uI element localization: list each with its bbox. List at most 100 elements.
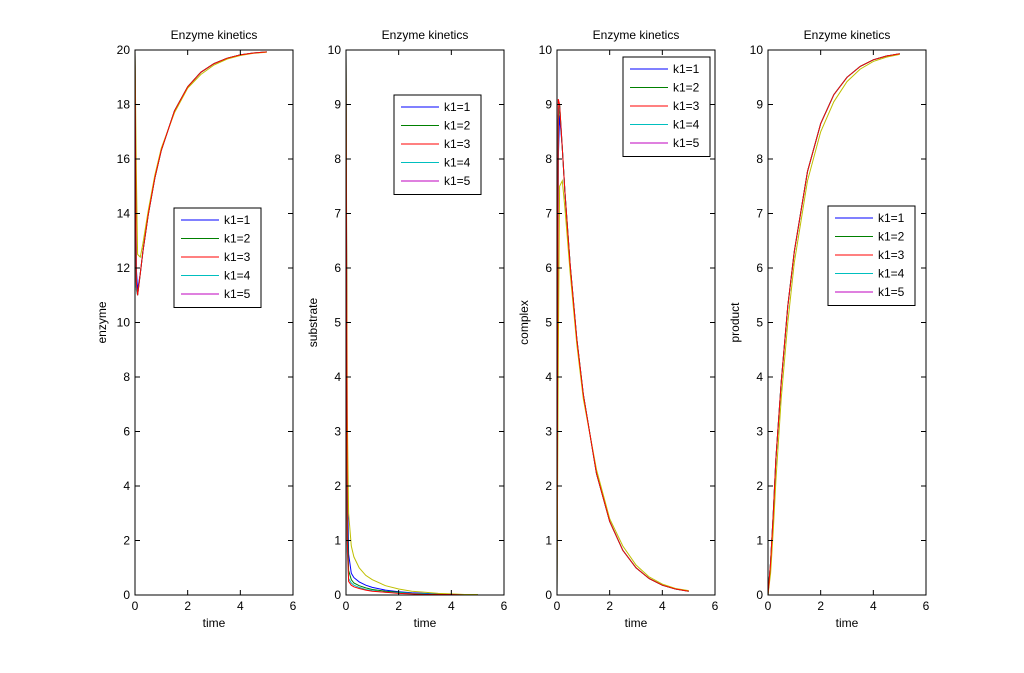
y-tick-label: 6 xyxy=(123,425,130,439)
x-tick-label: 4 xyxy=(448,599,455,613)
y-tick-label: 0 xyxy=(123,588,130,602)
y-tick-label: 16 xyxy=(117,152,131,166)
x-tick-label: 4 xyxy=(237,599,244,613)
legend: k1=1 k1=2 k1=3 k1=4 k1=5 xyxy=(827,205,916,306)
y-tick-label: 8 xyxy=(334,152,341,166)
series-line-k1-3 xyxy=(135,50,267,296)
y-tick-label: 8 xyxy=(756,152,763,166)
chart-title: Enzyme kinetics xyxy=(804,28,891,42)
subplot-3: 0 2 4 6 0 1 2 3 4 5 6 7 8 9 10 Enzyme kinetics time compl… xyxy=(517,28,719,630)
legend: k1=1 k1=2 k1=3 k1=4 k1=5 xyxy=(622,56,711,157)
legend-label: k1=3 xyxy=(878,248,905,262)
y-tick-label: 2 xyxy=(123,534,130,548)
x-axis-label: time xyxy=(414,616,437,630)
subplot-2: 0 2 4 6 0 1 2 3 4 5 6 7 8 9 10 Enzyme kinetics time subst… xyxy=(306,28,508,630)
x-tick-label: 0 xyxy=(132,599,139,613)
y-axis-label: enzyme xyxy=(95,301,109,343)
legend-box xyxy=(173,207,262,308)
y-tick-label: 0 xyxy=(334,588,341,602)
x-tick-label: 2 xyxy=(184,599,191,613)
y-tick-label: 14 xyxy=(117,207,131,221)
y-tick-label: 6 xyxy=(334,261,341,275)
legend-label: k1=1 xyxy=(673,62,700,76)
y-tick-label: 5 xyxy=(545,316,552,330)
y-tick-label: 20 xyxy=(117,43,131,57)
y-tick-label: 8 xyxy=(123,370,130,384)
y-tick-label: 3 xyxy=(756,425,763,439)
legend-box xyxy=(622,56,711,157)
x-tick-label: 4 xyxy=(659,599,666,613)
y-tick-label: 0 xyxy=(756,588,763,602)
series-line-k1-3 xyxy=(768,53,900,595)
x-tick-label: 0 xyxy=(765,599,772,613)
legend-label: k1=2 xyxy=(224,232,251,246)
y-axis-label: product xyxy=(728,302,742,343)
y-tick-label: 9 xyxy=(756,98,763,112)
y-axis-label: complex xyxy=(517,300,531,345)
legend-label: k1=1 xyxy=(444,100,471,114)
series-line-unlabeled xyxy=(557,178,689,595)
series-line-k1-1 xyxy=(557,115,689,595)
legend-label: k1=2 xyxy=(878,230,905,244)
y-tick-label: 7 xyxy=(756,207,763,221)
series-line-k1-4 xyxy=(557,104,689,595)
y-tick-label: 7 xyxy=(545,207,552,221)
x-tick-label: 2 xyxy=(606,599,613,613)
y-tick-label: 10 xyxy=(117,316,131,330)
y-tick-label: 6 xyxy=(756,261,763,275)
legend-label: k1=4 xyxy=(878,267,905,281)
y-tick-label: 2 xyxy=(334,479,341,493)
legend-label: k1=5 xyxy=(224,287,251,301)
series-line-unlabeled xyxy=(346,50,478,595)
y-tick-label: 12 xyxy=(117,261,131,275)
legend-label: k1=5 xyxy=(444,174,471,188)
y-tick-label: 2 xyxy=(756,479,763,493)
x-tick-label: 6 xyxy=(501,599,508,613)
x-tick-label: 6 xyxy=(712,599,719,613)
axes-box xyxy=(767,49,927,596)
series-line-unlabeled xyxy=(768,53,900,595)
x-tick-label: 2 xyxy=(395,599,402,613)
chart-title: Enzyme kinetics xyxy=(171,28,258,42)
y-tick-label: 5 xyxy=(334,316,341,330)
legend-label: k1=4 xyxy=(444,156,471,170)
legend-label: k1=1 xyxy=(224,213,251,227)
legend-label: k1=2 xyxy=(444,119,471,133)
y-tick-label: 18 xyxy=(117,98,131,112)
y-tick-label: 2 xyxy=(545,479,552,493)
legend-label: k1=2 xyxy=(673,81,700,95)
legend-label: k1=4 xyxy=(224,269,251,283)
legend-label: k1=5 xyxy=(673,136,700,150)
legend-label: k1=3 xyxy=(673,99,700,113)
y-tick-label: 6 xyxy=(545,261,552,275)
legend-label: k1=3 xyxy=(224,250,251,264)
y-tick-label: 1 xyxy=(545,534,552,548)
x-tick-label: 6 xyxy=(923,599,930,613)
legend-box xyxy=(827,205,916,306)
axes-box xyxy=(134,49,294,596)
x-tick-label: 0 xyxy=(343,599,350,613)
legend-label: k1=5 xyxy=(878,285,905,299)
y-tick-label: 10 xyxy=(750,43,764,57)
series-line-k1-2 xyxy=(557,104,689,595)
x-axis-label: time xyxy=(625,616,648,630)
x-tick-label: 6 xyxy=(290,599,297,613)
legend-label: k1=1 xyxy=(878,211,905,225)
y-tick-label: 4 xyxy=(545,370,552,384)
chart-title: Enzyme kinetics xyxy=(593,28,680,42)
legend-label: k1=3 xyxy=(444,137,471,151)
y-tick-label: 8 xyxy=(545,152,552,166)
y-tick-label: 3 xyxy=(334,425,341,439)
y-tick-label: 4 xyxy=(756,370,763,384)
y-axis-label: substrate xyxy=(306,297,320,347)
subplot-4: 0 2 4 6 0 1 2 3 4 5 6 7 8 9 10 Enzyme kinetics time produ… xyxy=(728,28,930,630)
x-tick-label: 4 xyxy=(870,599,877,613)
y-tick-label: 9 xyxy=(334,98,341,112)
y-tick-label: 1 xyxy=(334,534,341,548)
y-tick-label: 4 xyxy=(334,370,341,384)
x-tick-label: 2 xyxy=(817,599,824,613)
y-tick-label: 3 xyxy=(545,425,552,439)
legend-label: k1=4 xyxy=(673,118,700,132)
